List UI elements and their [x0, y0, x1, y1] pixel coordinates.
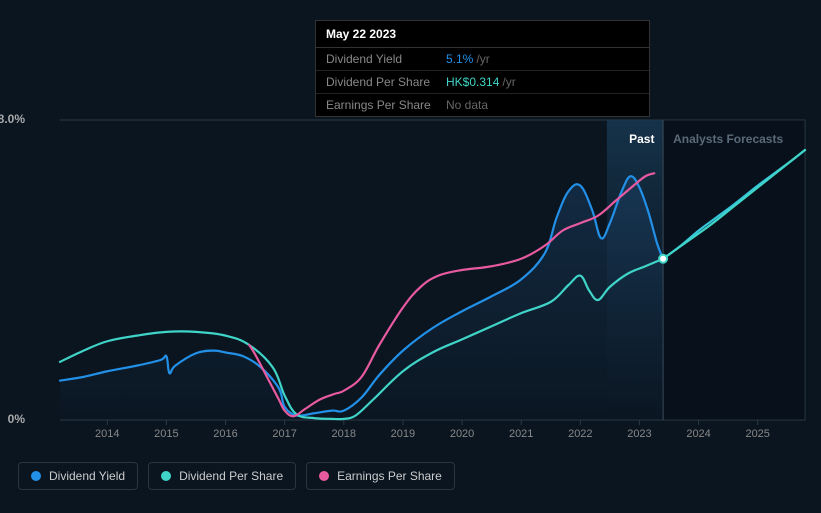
legend-dot-icon	[319, 471, 329, 481]
y-axis-label: 0%	[0, 412, 25, 426]
tooltip-row-value: No data	[446, 98, 488, 112]
y-axis-label: 8.0%	[0, 112, 25, 126]
tooltip-row-value: 5.1%	[446, 52, 473, 66]
x-axis-label: 2014	[95, 428, 119, 440]
legend-item[interactable]: Earnings Per Share	[306, 462, 455, 490]
x-axis-label: 2021	[509, 428, 533, 440]
legend-item[interactable]: Dividend Per Share	[148, 462, 296, 490]
x-axis-label: 2015	[154, 428, 178, 440]
forecast-label: Analysts Forecasts	[673, 132, 783, 146]
tooltip-row-label: Earnings Per Share	[326, 98, 446, 112]
forecast-region	[663, 120, 805, 420]
x-axis-label: 2019	[391, 428, 415, 440]
tooltip-row-label: Dividend Per Share	[326, 75, 446, 89]
legend-item-label: Dividend Per Share	[179, 469, 283, 483]
legend-item-label: Earnings Per Share	[337, 469, 442, 483]
x-axis-label: 2018	[332, 428, 356, 440]
tooltip-row-label: Dividend Yield	[326, 52, 446, 66]
legend-dot-icon	[31, 471, 41, 481]
x-axis-label: 2017	[272, 428, 296, 440]
chart-tooltip: May 22 2023 Dividend Yield5.1%/yrDividen…	[315, 20, 650, 117]
current-marker	[659, 255, 667, 263]
tooltip-row-value: HK$0.314	[446, 75, 499, 89]
tooltip-row-unit: /yr	[502, 75, 515, 89]
tooltip-row: Dividend Yield5.1%/yr	[316, 48, 649, 71]
past-label: Past	[629, 132, 654, 146]
x-axis-label: 2020	[450, 428, 474, 440]
x-axis-label: 2016	[213, 428, 237, 440]
x-axis-label: 2023	[627, 428, 651, 440]
legend: Dividend Yield Dividend Per Share Earnings…	[18, 462, 455, 490]
area-fill	[60, 176, 663, 420]
legend-dot-icon	[161, 471, 171, 481]
tooltip-row: Earnings Per ShareNo data	[316, 94, 649, 116]
tooltip-title: May 22 2023	[316, 21, 649, 48]
tooltip-row: Dividend Per ShareHK$0.314/yr	[316, 71, 649, 94]
tooltip-row-unit: /yr	[476, 52, 489, 66]
x-axis-label: 2022	[568, 428, 592, 440]
x-axis-label: 2025	[745, 428, 769, 440]
legend-item-label: Dividend Yield	[49, 469, 125, 483]
x-axis-label: 2024	[686, 428, 710, 440]
legend-item[interactable]: Dividend Yield	[18, 462, 138, 490]
